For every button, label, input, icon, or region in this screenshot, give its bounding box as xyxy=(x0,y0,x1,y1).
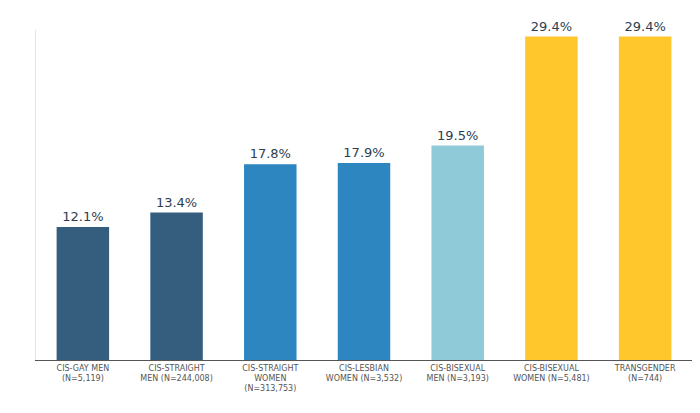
svg-text:CIS-LESBIANWOMEN (N=3,532): CIS-LESBIANWOMEN (N=3,532) xyxy=(326,364,403,383)
svg-text:CIS-BISEXUALWOMEN (N=5,481): CIS-BISEXUALWOMEN (N=5,481) xyxy=(513,364,590,383)
svg-text:17.8%: 17.8% xyxy=(250,146,291,161)
svg-text:12.1%: 12.1% xyxy=(62,209,103,224)
svg-text:CIS-STRAIGHTWOMEN(N=313,753): CIS-STRAIGHTWOMEN(N=313,753) xyxy=(242,364,298,394)
svg-text:29.4%: 29.4% xyxy=(531,19,572,34)
svg-text:17.9%: 17.9% xyxy=(343,145,384,160)
svg-text:CIS-STRAIGHTMEN (N=244,008): CIS-STRAIGHTMEN (N=244,008) xyxy=(140,364,213,383)
svg-text:29.4%: 29.4% xyxy=(624,19,665,34)
svg-text:CIS-GAY MEN(N=5,119): CIS-GAY MEN(N=5,119) xyxy=(57,364,110,383)
svg-text:13.4%: 13.4% xyxy=(156,195,197,210)
svg-text:CIS-BISEXUALMEN (N=3,193): CIS-BISEXUALMEN (N=3,193) xyxy=(427,364,489,383)
svg-text:TRANSGENDER(N=744): TRANSGENDER(N=744) xyxy=(614,364,676,383)
svg-text:19.5%: 19.5% xyxy=(437,128,478,143)
